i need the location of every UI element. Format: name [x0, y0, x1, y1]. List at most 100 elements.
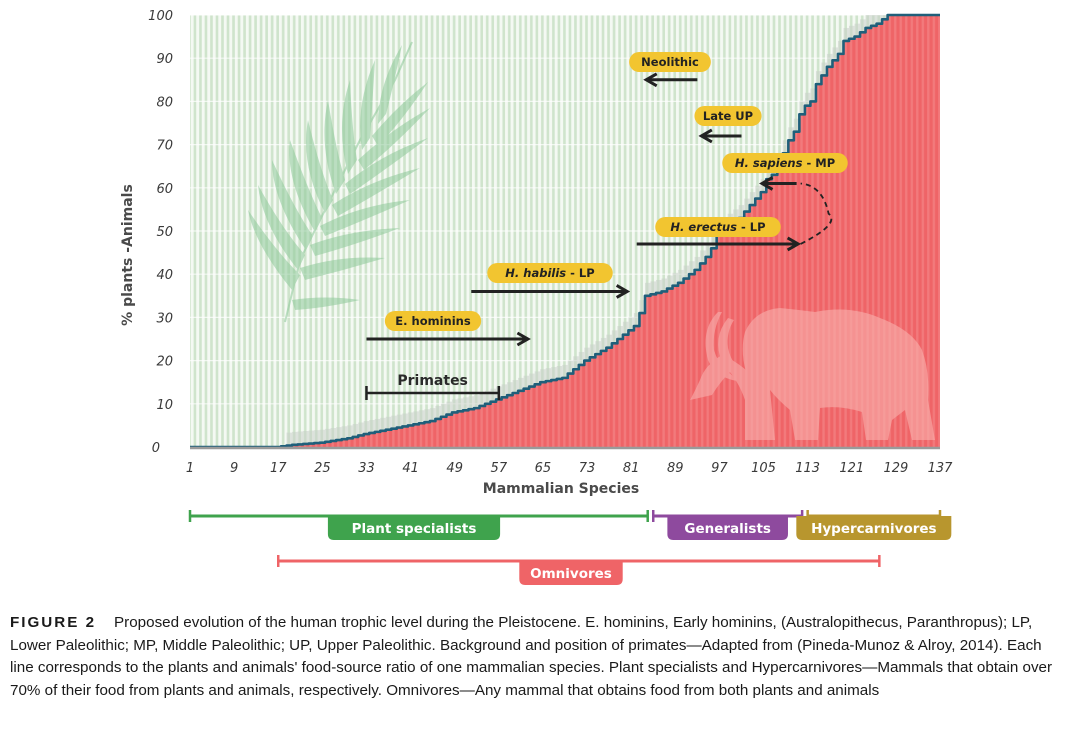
species-shadow — [578, 351, 585, 365]
x-tick-label: 25 — [314, 461, 331, 476]
arrow-label: H. habilis - LP — [505, 266, 594, 280]
x-axis-title: Mammalian Species — [483, 481, 639, 497]
species-shadow — [683, 265, 690, 279]
species-shadow — [573, 356, 579, 370]
species-shadow — [292, 431, 298, 445]
arrow-label: H. sapiens - MP — [735, 156, 835, 170]
y-tick-label: 10 — [156, 398, 173, 413]
species-shadow — [837, 40, 844, 54]
species-shadow — [622, 321, 629, 335]
arrow-label: Neolithic — [641, 55, 699, 69]
species-shadow — [468, 396, 475, 410]
species-shadow — [711, 235, 717, 249]
label-pill — [629, 52, 711, 72]
species-shadow — [369, 420, 375, 433]
group-bracket-hypercarnivores: Hypercarnivores — [796, 510, 952, 540]
x-tick-label: 65 — [535, 461, 552, 476]
group-bracket-generalists: Generalists — [651, 510, 804, 540]
label-pill — [694, 106, 762, 126]
group-label-tab — [519, 561, 623, 585]
y-tick-label: 90 — [156, 52, 173, 67]
species-shadow — [374, 418, 381, 432]
species-shadow — [545, 368, 552, 382]
species-shadow — [363, 421, 370, 435]
species-shadow — [490, 388, 497, 402]
species-shadow — [308, 430, 315, 444]
species-shadow — [738, 205, 745, 219]
species-shadow — [330, 427, 337, 441]
label-pill — [722, 153, 848, 173]
arrow-annotation: Neolithic — [629, 52, 711, 88]
species-shadow — [826, 53, 833, 67]
species-shadow — [540, 369, 546, 383]
mammoth-icon — [690, 308, 935, 440]
ratio-curve — [190, 13, 940, 449]
species-shadow — [810, 88, 816, 102]
x-tick-label: 33 — [358, 461, 375, 476]
y-tick-label: 50 — [156, 225, 173, 240]
species-shadow — [832, 47, 838, 61]
species-shadow — [882, 15, 888, 20]
species-shadow — [523, 375, 530, 389]
x-tick-label: 97 — [711, 461, 728, 476]
y-axis-ticks: 0 10 20 30 40 50 60 70 80 90 100 — [148, 9, 173, 456]
species-shadow — [661, 278, 668, 292]
species-shadow — [424, 409, 430, 423]
species-shadow — [352, 423, 359, 437]
figure-caption: FIGURE 2 Proposed evolution of the human … — [10, 612, 1060, 702]
x-tick-label: 81 — [623, 461, 640, 476]
arrow-annotation: H. erectus - LP — [636, 217, 802, 252]
x-tick-label: 41 — [402, 461, 419, 476]
caption-text: Proposed evolution of the human trophic … — [10, 614, 1053, 699]
species-shadow — [485, 390, 491, 404]
species-shadow — [567, 360, 574, 374]
species-shadow — [849, 25, 855, 39]
group-label: Plant specialists — [352, 521, 477, 537]
species-shadow — [297, 431, 304, 445]
species-shadow — [462, 397, 469, 411]
species-shadow — [667, 275, 673, 289]
diet-group-brackets: Plant specialists Generalists Hypercarnivo… — [188, 510, 952, 585]
species-name: H. sapiens — [735, 156, 803, 170]
y-tick-label: 40 — [156, 268, 173, 283]
x-axis-ticks: 1 9 17 25 33 41 49 57 65 73 81 89 97 105 113 121 129 137 — [186, 461, 953, 476]
species-shadow — [689, 261, 695, 275]
animal-area — [190, 13, 940, 449]
species-shadow — [843, 27, 850, 41]
species-shadow — [639, 300, 645, 314]
species-shadow — [396, 414, 403, 428]
species-shadow — [440, 403, 447, 417]
species-shadow — [700, 250, 706, 264]
species-shadow — [457, 398, 463, 412]
species-shadow — [876, 15, 883, 24]
species-shadow — [507, 382, 513, 396]
species-shadow — [633, 313, 640, 327]
species-shadow — [501, 384, 508, 398]
species-shadow — [518, 377, 524, 391]
species-shadow — [551, 367, 557, 381]
species-shadow — [600, 337, 607, 351]
label-pill — [655, 217, 781, 237]
species-shadow — [860, 19, 866, 33]
species-shadow — [655, 279, 662, 293]
palm-leaf-icon — [248, 41, 430, 323]
y-tick-label: 80 — [156, 95, 173, 110]
species-shadow — [413, 411, 419, 425]
arrow-label: E. hominins — [395, 314, 471, 328]
species-shadow — [755, 185, 761, 199]
species-shadow — [341, 426, 348, 440]
x-tick-label: 1 — [186, 461, 194, 476]
species-shadow — [606, 334, 612, 348]
species-shadow — [804, 92, 811, 106]
species-shadow — [584, 347, 590, 361]
species-shadow — [589, 344, 596, 358]
x-tick-label: 17 — [270, 461, 287, 476]
x-tick-label: 49 — [446, 461, 463, 476]
arrow-annotation: H. sapiens - MP — [722, 153, 848, 191]
species-shadow — [788, 127, 794, 141]
y-tick-label: 100 — [148, 9, 173, 24]
trophic-level-chart: 0 10 20 30 40 50 60 70 80 90 100 1 9 17 25 33 41 49 57 65 7… — [120, 9, 953, 585]
species-shadow — [628, 317, 634, 331]
arrow-label: Late UP — [703, 109, 753, 123]
species-shadow — [871, 15, 877, 26]
